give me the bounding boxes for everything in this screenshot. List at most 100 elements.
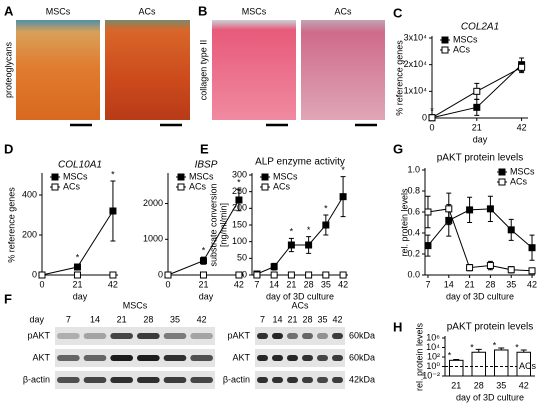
marker [109, 207, 117, 215]
y-tick-label: 0 [158, 269, 163, 279]
row-label: β-actin [223, 374, 250, 384]
y-tick-label: 0.2 [407, 248, 420, 258]
legend-label: ACs [510, 176, 528, 186]
size-label: 42kDa [349, 374, 375, 384]
y-tick-label: 0 [242, 269, 247, 279]
annotation: * [470, 343, 474, 353]
legend-label: MSCs [63, 171, 88, 181]
lane-label: 35 [317, 314, 327, 324]
marker [339, 271, 347, 279]
legend-label: ACs [453, 44, 471, 54]
legend-marker [261, 173, 269, 181]
band [110, 333, 133, 339]
legend-label: ACs [189, 181, 207, 191]
marker [235, 271, 243, 279]
band [110, 377, 133, 383]
panel-label: G [393, 141, 403, 156]
y-tick-label: 10⁻² [422, 370, 440, 380]
band [83, 377, 107, 383]
panel-label: H [393, 319, 402, 334]
bar [494, 349, 509, 377]
band [317, 377, 328, 383]
annotation: * [341, 165, 345, 175]
marker [109, 271, 117, 279]
legend-label: MSCs [189, 171, 214, 181]
series-line [427, 208, 533, 249]
x-tick-label: 42 [527, 279, 537, 289]
lane-label: 42 [197, 314, 207, 324]
band [272, 355, 283, 361]
series-line [256, 196, 344, 275]
lane-label: 28 [302, 314, 312, 324]
marker [305, 271, 313, 279]
stain-label: proteoglycans [3, 41, 13, 98]
x-axis-label: day of 3D culture [266, 291, 334, 301]
x-tick-label: 35 [321, 279, 331, 289]
band [83, 333, 107, 339]
annotation: * [202, 246, 206, 256]
annotation: * [237, 178, 241, 188]
band [190, 377, 213, 383]
marker [466, 264, 474, 272]
x-tick-label: 0 [429, 122, 434, 132]
x-tick-label: 42 [338, 279, 348, 289]
legend-marker [441, 46, 449, 54]
legend-marker [498, 168, 506, 176]
blot-strip [255, 371, 345, 389]
x-axis-label: day of 3D culture [456, 392, 524, 402]
column-label: ACs [334, 6, 352, 16]
y-axis-label: rel. protein levels [399, 188, 409, 257]
y-tick-label: 10⁴ [426, 342, 440, 352]
band [57, 355, 80, 361]
bar [516, 351, 531, 377]
x-tick-label: 42 [519, 380, 529, 390]
band [272, 333, 283, 339]
marker [339, 193, 347, 201]
band [190, 333, 213, 339]
band [57, 377, 80, 383]
annotation: * [515, 343, 519, 353]
marker [428, 114, 436, 122]
row-label: pAKT [27, 330, 50, 340]
marker [424, 208, 432, 216]
legend-marker [261, 183, 269, 191]
legend-label: ACs [273, 181, 291, 191]
band [163, 333, 187, 339]
marker [528, 244, 536, 252]
band [332, 355, 343, 361]
band [110, 355, 133, 361]
panel-label: B [198, 3, 207, 18]
marker [199, 271, 207, 279]
y-axis-label: [ng/ml/min] [218, 203, 228, 247]
blot-strip [255, 327, 345, 345]
group-label: ACs [291, 300, 309, 310]
chart-title: ALP enzyme activity [255, 157, 345, 168]
marker [424, 242, 432, 250]
marker [235, 196, 243, 204]
annotation: * [493, 340, 497, 350]
marker [270, 271, 278, 279]
band [272, 377, 283, 383]
panel-label: C [393, 5, 403, 20]
panel-label: A [4, 3, 14, 18]
band [302, 355, 313, 361]
series-line [427, 208, 533, 272]
x-tick-label: 14 [269, 279, 279, 289]
marker [445, 205, 453, 213]
lane-label: 21 [117, 314, 127, 324]
lane-label: 21 [287, 314, 297, 324]
y-tick-label: 3x10⁴ [404, 32, 428, 42]
histology-image [212, 20, 296, 120]
legend-label: MSCs [273, 171, 298, 181]
band [163, 377, 187, 383]
y-tick-label: 200 [22, 229, 37, 239]
x-tick-label: 35 [496, 380, 506, 390]
y-tick-label: 0.8 [407, 185, 420, 195]
row-label: AKT [232, 352, 250, 362]
histology-image [301, 20, 385, 120]
y-tick-label: 2000 [143, 198, 163, 208]
column-label: MSCs [242, 6, 267, 16]
legend-marker [441, 36, 449, 44]
x-axis-label: day of 3D culture [446, 291, 514, 301]
x-axis-label: day [73, 291, 88, 301]
